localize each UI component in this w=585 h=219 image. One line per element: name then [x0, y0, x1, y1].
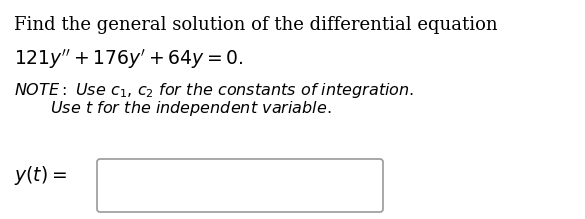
Text: $\mathit{Use\ t\ for\ the\ independent\ variable.}$: $\mathit{Use\ t\ for\ the\ independent\ … — [50, 99, 332, 118]
Text: $\mathit{NOTE{:}\ Use\ c_1{,}\ c_2\ for\ the\ constants\ of\ integration.}$: $\mathit{NOTE{:}\ Use\ c_1{,}\ c_2\ for\… — [14, 81, 414, 100]
FancyBboxPatch shape — [97, 159, 383, 212]
Text: $121y'' + 176y' + 64y = 0.$: $121y'' + 176y' + 64y = 0.$ — [14, 47, 243, 71]
Text: $y(t) =$: $y(t) =$ — [14, 164, 67, 187]
Text: Find the general solution of the differential equation: Find the general solution of the differe… — [14, 16, 498, 34]
